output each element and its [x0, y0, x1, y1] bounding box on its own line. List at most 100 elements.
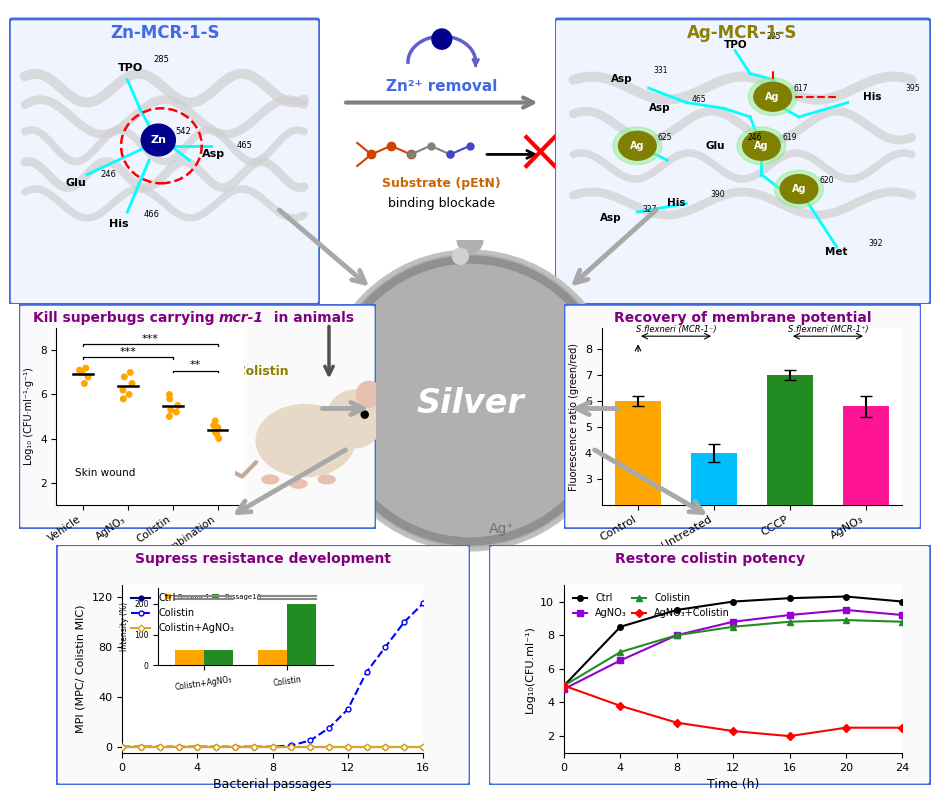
Text: Asp: Asp	[649, 103, 670, 113]
Point	[72, 364, 87, 376]
Colistin	[305, 735, 316, 745]
Point	[164, 404, 179, 417]
Bar	[843, 406, 888, 557]
FancyBboxPatch shape	[489, 545, 931, 785]
Text: 617: 617	[793, 83, 807, 93]
Ctrl	[671, 606, 682, 615]
FancyBboxPatch shape	[9, 19, 320, 304]
Line: AgNO₃+Colistin: AgNO₃+Colistin	[561, 683, 905, 739]
Text: Kill superbugs carrying: Kill superbugs carrying	[33, 311, 219, 325]
Circle shape	[780, 175, 818, 203]
Text: TPO: TPO	[724, 40, 747, 50]
Text: 390: 390	[711, 191, 725, 199]
Circle shape	[339, 269, 601, 532]
Colistin	[361, 667, 372, 677]
Ctrl	[135, 742, 147, 751]
Point	[77, 377, 92, 390]
Circle shape	[613, 127, 662, 164]
Text: Zn-MCR-1-S: Zn-MCR-1-S	[110, 24, 219, 42]
Circle shape	[371, 301, 569, 500]
Bar	[767, 375, 813, 557]
FancyBboxPatch shape	[564, 304, 921, 529]
Colistin	[671, 630, 682, 640]
Text: 331: 331	[654, 66, 668, 75]
Colistin	[380, 642, 391, 652]
Text: Restore colistin potency: Restore colistin potency	[615, 552, 805, 566]
Point	[117, 370, 132, 384]
Text: Asp: Asp	[600, 213, 621, 223]
Circle shape	[355, 285, 585, 516]
Colistin	[229, 742, 241, 751]
Ctrl	[897, 597, 908, 606]
AgNO₃	[897, 610, 908, 620]
Ctrl	[417, 742, 429, 751]
Point	[210, 428, 225, 441]
AgNO₃	[728, 617, 739, 626]
Bar	[691, 453, 737, 557]
Text: S.flexneri (MCR-1⁺): S.flexneri (MCR-1⁺)	[788, 324, 869, 333]
Point	[208, 415, 223, 428]
Ctrl	[192, 742, 203, 751]
AgNO₃+Colistin	[784, 731, 795, 741]
Text: 246: 246	[101, 170, 117, 179]
Text: Met: Met	[825, 248, 848, 257]
Circle shape	[748, 78, 797, 115]
Colistin+AgNO₃	[248, 742, 259, 751]
Colistin	[286, 741, 297, 751]
Text: Recovery of membrane potential: Recovery of membrane potential	[614, 311, 871, 325]
Circle shape	[327, 390, 384, 448]
Text: Zn: Zn	[150, 135, 166, 145]
Text: Asp: Asp	[611, 74, 633, 84]
Colistin	[399, 618, 410, 627]
Colistin	[154, 742, 165, 751]
Text: in animals: in animals	[269, 311, 353, 325]
Text: 466: 466	[144, 211, 160, 219]
Colistin+AgNO₃	[173, 742, 184, 751]
Text: ***: ***	[142, 334, 159, 344]
Ctrl	[286, 742, 297, 751]
Colistin+AgNO₃	[399, 742, 410, 751]
Text: 327: 327	[643, 205, 657, 214]
Colistin+AgNO₃	[342, 742, 353, 751]
Ctrl	[117, 742, 128, 751]
Text: His: His	[109, 219, 128, 228]
Colistin	[417, 598, 429, 608]
Colistin	[728, 622, 739, 631]
Circle shape	[361, 411, 368, 418]
Colistin+AgNO₃	[229, 742, 241, 751]
AgNO₃	[558, 684, 570, 694]
Colistin	[897, 617, 908, 626]
Circle shape	[743, 131, 780, 160]
Ctrl	[840, 592, 852, 602]
Circle shape	[387, 317, 553, 484]
Point	[116, 384, 131, 396]
Text: Asp: Asp	[202, 150, 225, 159]
Circle shape	[452, 248, 468, 264]
Point	[162, 410, 177, 423]
Line: Ctrl: Ctrl	[561, 594, 905, 688]
Colistin	[248, 742, 259, 751]
Legend: Ctrl, AgNO₃, Colistin, AgNO₃+Colistin: Ctrl, AgNO₃, Colistin, AgNO₃+Colistin	[569, 590, 734, 622]
Point	[208, 425, 223, 438]
Ctrl	[305, 742, 316, 751]
Text: Ag-MCR-1-S: Ag-MCR-1-S	[687, 24, 798, 42]
Ctrl	[211, 742, 222, 751]
Text: Supress resistance development: Supress resistance development	[135, 552, 391, 566]
Colistin	[211, 742, 222, 751]
Text: Skin wound: Skin wound	[75, 468, 135, 478]
Colistin	[192, 742, 203, 751]
Text: Glu: Glu	[705, 141, 725, 151]
Colistin	[135, 742, 147, 751]
Text: Ag: Ag	[630, 141, 645, 151]
Text: 246: 246	[748, 133, 762, 142]
Colistin	[342, 705, 353, 714]
Y-axis label: Log₁₀(CFU.ml⁻¹): Log₁₀(CFU.ml⁻¹)	[525, 625, 535, 713]
Point	[123, 366, 138, 379]
Text: Ag: Ag	[791, 184, 807, 194]
Text: Substrate (pEtN): Substrate (pEtN)	[383, 177, 501, 190]
AgNO₃	[840, 606, 852, 615]
Ellipse shape	[290, 480, 306, 488]
Ctrl	[784, 594, 795, 603]
FancyBboxPatch shape	[56, 545, 470, 785]
Colistin+AgNO₃	[211, 742, 222, 751]
